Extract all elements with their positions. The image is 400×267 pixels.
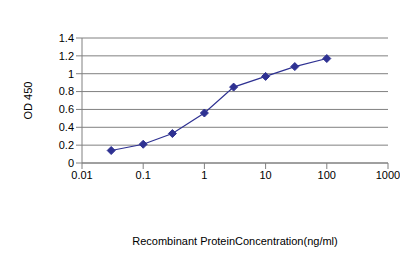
svg-text:10: 10	[259, 169, 271, 181]
svg-text:0.2: 0.2	[59, 139, 74, 151]
svg-text:100: 100	[318, 169, 336, 181]
svg-text:1: 1	[68, 68, 74, 80]
svg-text:1.2: 1.2	[59, 50, 74, 62]
svg-text:0.4: 0.4	[59, 121, 74, 133]
svg-text:0.8: 0.8	[59, 85, 74, 97]
svg-text:0.1: 0.1	[136, 169, 151, 181]
svg-text:0.6: 0.6	[59, 103, 74, 115]
svg-text:0.01: 0.01	[71, 169, 92, 181]
svg-text:1.4: 1.4	[59, 32, 74, 44]
svg-text:1: 1	[201, 169, 207, 181]
svg-text:Recombinant ProteinConcentrati: Recombinant ProteinConcentration(ng/ml)	[132, 235, 337, 247]
svg-text:0: 0	[68, 157, 74, 169]
svg-text:1000: 1000	[376, 169, 392, 181]
svg-text:OD 450: OD 450	[22, 82, 34, 120]
